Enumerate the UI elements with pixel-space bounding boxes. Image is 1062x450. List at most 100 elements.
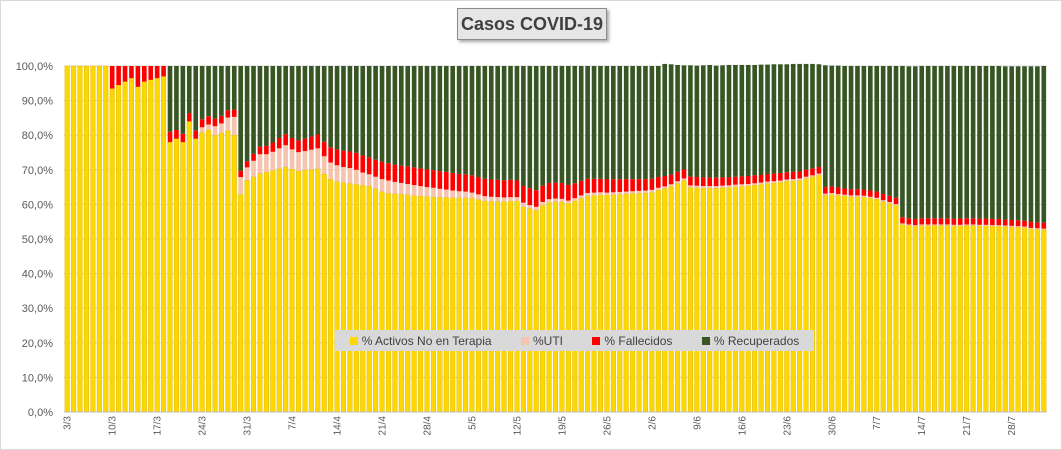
- bar-segment-fallecidos: [598, 178, 603, 193]
- bar-segment-recuperados: [398, 66, 404, 166]
- bar-segment-fallecidos: [636, 179, 642, 191]
- bar-segment-fallecidos: [739, 176, 745, 185]
- bar-segment-uti: [546, 199, 552, 203]
- bar-segment-fallecidos: [238, 170, 243, 178]
- bar-segment-recuperados: [996, 66, 1002, 219]
- x-tick-label: 24/3: [198, 416, 209, 436]
- bar-segment-activos: [630, 193, 636, 413]
- bar-segment-fallecidos: [180, 133, 186, 143]
- bar-segment-fallecidos: [566, 185, 571, 201]
- bar-segment-activos: [925, 225, 931, 413]
- bar-segment-recuperados: [951, 66, 957, 219]
- legend-item-recuperados: % Recuperados: [701, 333, 800, 348]
- bar-segment-uti: [983, 224, 989, 226]
- bar-segment-fallecidos: [874, 191, 880, 198]
- bar-segment-recuperados: [167, 66, 173, 132]
- x-tick-label: 14/4: [333, 416, 344, 436]
- bar-segment-recuperados: [411, 66, 417, 168]
- bar-segment-recuperados: [386, 66, 391, 164]
- bar-segment-recuperados: [688, 65, 693, 177]
- bar-segment-recuperados: [360, 66, 366, 156]
- bar-segment-uti: [296, 152, 301, 171]
- bar-segment-activos: [128, 77, 134, 413]
- bar-segment-fallecidos: [270, 142, 276, 152]
- legend-label-recuperados: % Recuperados: [713, 333, 800, 348]
- bar-segment-fallecidos: [643, 179, 648, 191]
- bar-segment-recuperados: [591, 66, 597, 179]
- bar-segment-activos: [520, 206, 526, 413]
- bar-segment-uti: [803, 176, 809, 179]
- bar-segment-uti: [861, 195, 867, 198]
- bar-segment-fallecidos: [469, 175, 475, 193]
- bar-segment-fallecidos: [790, 171, 796, 180]
- bar-segment-uti: [257, 154, 263, 174]
- bar-segment-activos: [469, 197, 475, 413]
- bar-segment-uti: [745, 183, 751, 186]
- bar-segment-fallecidos: [360, 155, 366, 173]
- bar-segment-activos: [610, 194, 616, 413]
- bar-segment-recuperados: [1015, 66, 1021, 221]
- legend-item-fallecidos: % Fallecidos: [592, 334, 672, 348]
- bar-segment-activos: [565, 203, 571, 413]
- bar-segment-recuperados: [668, 64, 674, 175]
- bar-segment-fallecidos: [1041, 222, 1047, 229]
- bar-segment-recuperados: [289, 66, 295, 138]
- bar-segment-recuperados: [598, 66, 603, 179]
- bar-segment-activos: [270, 170, 276, 413]
- bar-segment-recuperados: [745, 64, 751, 177]
- bar-segment-uti: [932, 224, 937, 226]
- y-axis: 0,0% 10,0% 20,0% 30,0% 40,0% 50,0% 60,0% 70,0% 8…: [16, 61, 54, 419]
- bar-segment-recuperados: [855, 66, 860, 190]
- bar-segment-activos: [180, 141, 186, 413]
- bar-segment-activos: [334, 181, 340, 413]
- x-tick-label: 5/5: [467, 416, 478, 430]
- bar-segment-recuperados: [418, 66, 423, 169]
- bar-segment-recuperados: [797, 63, 802, 172]
- bar-segment-recuperados: [334, 66, 340, 150]
- bar-segment-fallecidos: [341, 150, 346, 168]
- bar-segment-recuperados: [880, 66, 886, 195]
- bar-segment-activos: [463, 197, 469, 413]
- bar-segment-activos: [906, 225, 912, 413]
- bar-segment-recuperados: [694, 65, 700, 178]
- bar-segment-activos: [167, 141, 173, 413]
- bar-segment-fallecidos: [309, 136, 314, 150]
- bar-segment-fallecidos: [116, 66, 121, 86]
- bar-segment-activos: [533, 210, 539, 413]
- bar-segment-uti: [334, 165, 340, 182]
- bar-segment-uti: [386, 180, 391, 194]
- bar-segment-recuperados: [251, 66, 256, 154]
- bar-segment-recuperados: [488, 66, 494, 180]
- bar-segment-fallecidos: [912, 218, 918, 226]
- bar-segment-recuperados: [373, 66, 378, 160]
- legend-swatch-fallecidos: [592, 336, 601, 345]
- bar-segment-activos: [861, 196, 867, 413]
- bar-segment-activos: [668, 186, 674, 413]
- bar-segment-activos: [687, 187, 693, 413]
- bar-segment-activos: [122, 81, 128, 413]
- bar-segment-activos: [385, 193, 391, 413]
- bar-segment-recuperados: [527, 66, 533, 189]
- bar-segment-fallecidos: [720, 177, 725, 186]
- bar-segment-uti: [411, 185, 417, 196]
- bar-segment-fallecidos: [321, 141, 327, 157]
- bar-segment-recuperados: [733, 64, 738, 177]
- bar-segment-activos: [321, 173, 327, 413]
- bar-segment-activos: [675, 183, 681, 413]
- y-tick-label: 30,0%: [22, 303, 53, 315]
- bar-segment-fallecidos: [919, 218, 925, 225]
- bar-segment-uti: [636, 190, 642, 194]
- bar-segment-fallecidos: [861, 189, 867, 196]
- bar-segment-uti: [559, 198, 565, 202]
- bar-segment-activos: [604, 194, 610, 413]
- bar-segment-uti: [662, 186, 668, 189]
- bar-segment-activos: [283, 166, 289, 413]
- y-tick-label: 20,0%: [22, 338, 53, 350]
- bar-segment-uti: [880, 200, 886, 202]
- bar-segment-fallecidos: [829, 186, 835, 193]
- bar-segment-fallecidos: [559, 182, 565, 199]
- bar-segment-activos: [456, 197, 462, 413]
- bar-segment-recuperados: [302, 66, 308, 139]
- bar-segment-uti: [816, 173, 822, 175]
